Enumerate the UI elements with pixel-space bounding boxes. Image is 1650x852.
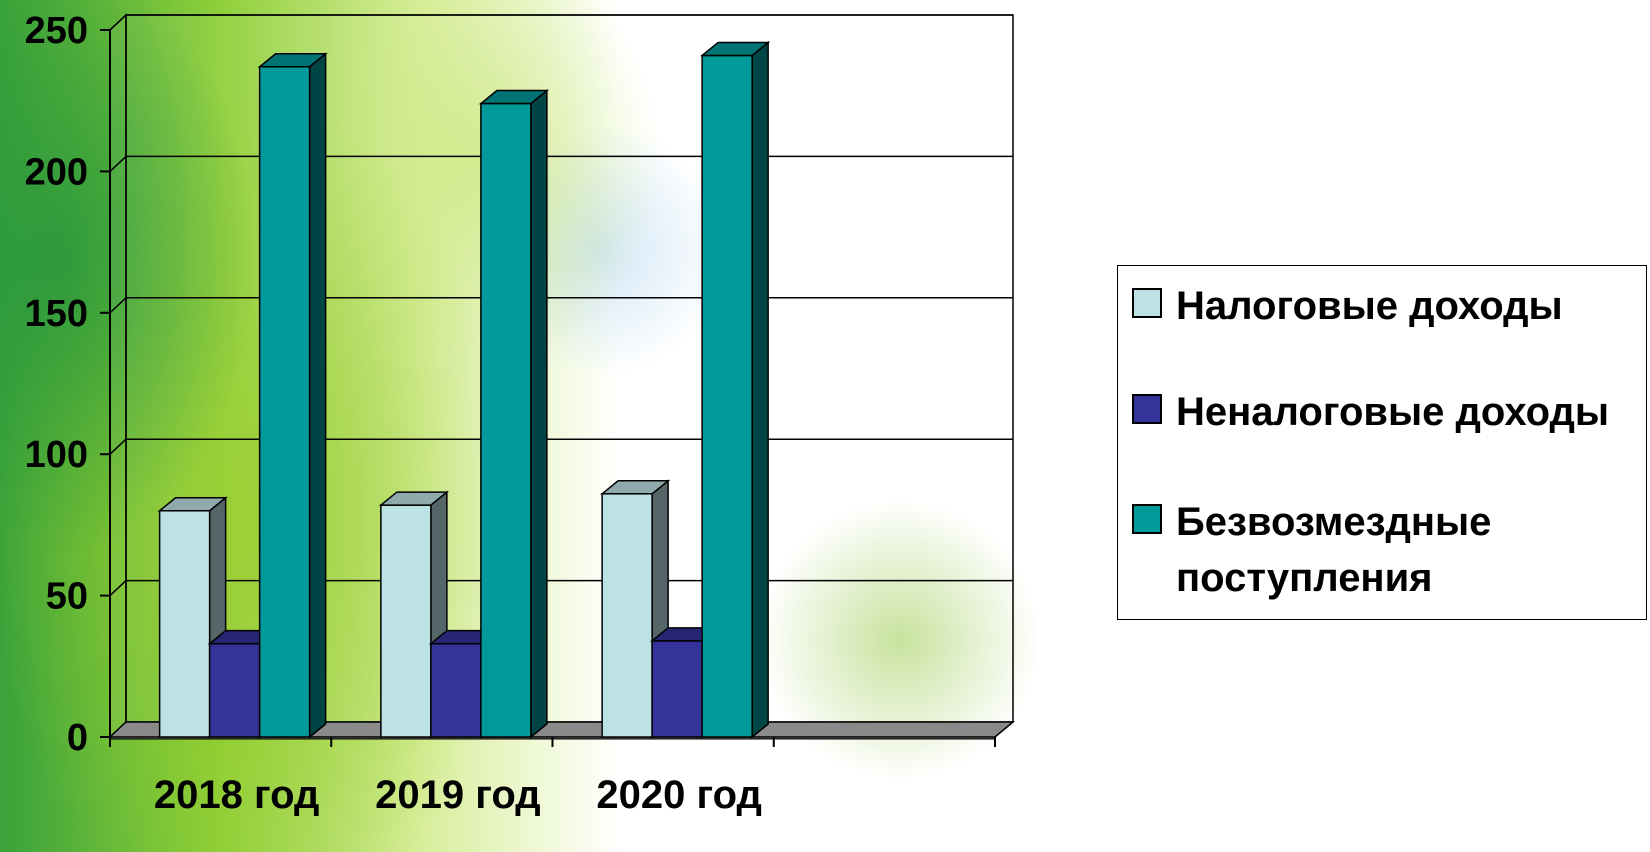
- legend-swatch-non-tax-income: [1132, 394, 1162, 424]
- legend-label-non-tax-income: Неналоговые доходы: [1176, 390, 1610, 434]
- bar-s2-c1: [480, 102, 532, 738]
- plot-side-wall: [109, 13, 127, 739]
- bar-s1-c1: [430, 642, 482, 738]
- x-category-label-2: 2020 год: [596, 773, 762, 817]
- gridline-side-4: [109, 155, 127, 172]
- legend-item-tax-income: Налоговые доходы: [1132, 278, 1636, 334]
- bar-top-s2-c1: [478, 89, 549, 105]
- legend-item-grants: Безвозмездные поступления: [1132, 494, 1636, 606]
- plot-area: 0 50 100 150 200 250 2018 год 2019 год 2020 год: [25, 10, 1016, 817]
- legend-swatch-grants: [1132, 504, 1162, 534]
- bar-side-s2-c2: [751, 40, 769, 739]
- gridline-side-3: [109, 297, 127, 314]
- bar-top-s0-c0: [157, 497, 228, 512]
- y-tick-label-2: 100: [25, 434, 88, 476]
- legend-label-tax-income: Налоговые доходы: [1176, 284, 1563, 328]
- bar-top-s0-c1: [378, 491, 449, 506]
- legend: Налоговые доходы Неналоговые доходы Безв…: [1117, 265, 1647, 620]
- bar-top-s2-c2: [700, 41, 771, 57]
- y-tick-label-3: 150: [25, 293, 88, 335]
- bar-s2-c0: [258, 66, 311, 738]
- bar-side-s2-c0: [308, 52, 327, 739]
- gridline-side-2: [109, 438, 127, 455]
- bar-s1-c0: [208, 642, 261, 738]
- bar-top-s2-c0: [257, 53, 328, 68]
- bar-side-s2-c1: [530, 88, 548, 739]
- y-tick-label-4: 200: [25, 151, 88, 193]
- gridline-side-1: [109, 580, 127, 597]
- y-tick-label-5: 250: [25, 10, 88, 52]
- legend-item-non-tax-income: Неналоговые доходы: [1132, 384, 1636, 440]
- y-tick-label-1: 50: [46, 576, 88, 618]
- bar-s1-c2: [651, 640, 703, 738]
- x-category-label-1: 2019 год: [375, 773, 541, 817]
- legend-label-grants: Безвозмездные поступления: [1176, 500, 1492, 600]
- bar-s2-c2: [701, 54, 753, 738]
- y-tick-label-0: 0: [67, 717, 88, 759]
- bar-s0-c1: [380, 504, 432, 738]
- bar-s0-c2: [601, 493, 653, 738]
- bar-s0-c0: [158, 510, 211, 738]
- gridline-side-5: [109, 14, 127, 31]
- legend-swatch-tax-income: [1132, 288, 1162, 318]
- x-category-label-0: 2018 год: [154, 773, 320, 817]
- bar-top-s0-c2: [600, 480, 671, 495]
